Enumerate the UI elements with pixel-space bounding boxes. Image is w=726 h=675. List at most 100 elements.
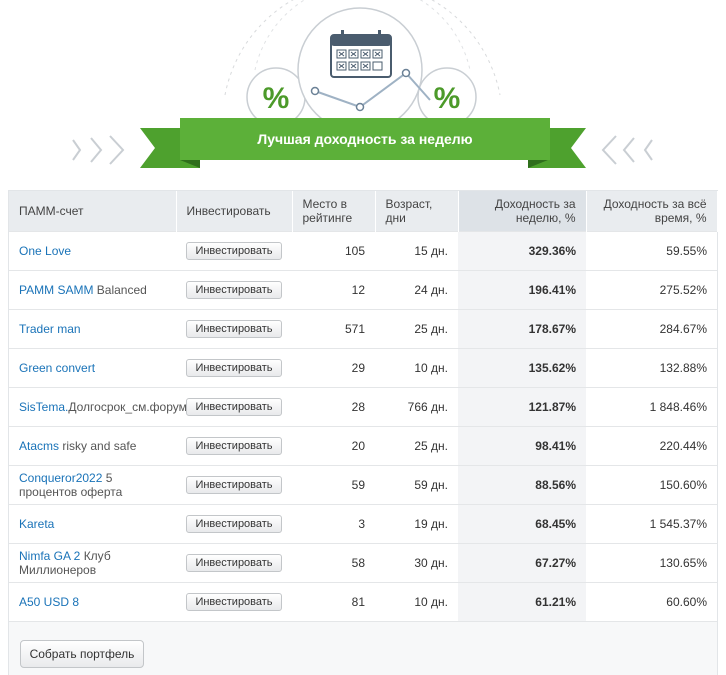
account-description: 5 процентов оферта [19,470,123,499]
header-rank[interactable]: Место в рейтинге [292,191,376,231]
invest-cell: Инвестировать [176,269,292,309]
table-row: Conqueror2022 5 процентов оферта Инвестир… [9,464,717,504]
invest-cell: Инвестировать [176,503,292,543]
account-link[interactable]: Green convert [19,360,96,375]
table-row: SisTema.Долгосрок_см.форум Инвестировать 2… [9,386,717,426]
total-return-cell: 132.88% [586,347,717,387]
invest-button[interactable]: Инвестировать [186,358,282,377]
invest-button[interactable]: Инвестировать [186,319,282,338]
account-description: Balanced [93,282,147,297]
header-total[interactable]: Доходность за всё время, % [586,191,718,231]
weekly-return-cell: 121.87% [458,386,586,426]
account-name-cell: Conqueror2022 5 процентов оферта [9,464,176,504]
invest-button[interactable]: Инвестировать [186,592,282,611]
invest-cell: Инвестировать [176,542,292,582]
account-description: Клуб Миллионеров [19,548,111,577]
account-link[interactable]: Nimfa GA 2 [19,548,81,563]
rank-cell: 81 [292,581,375,621]
age-cell: 10 дн. [375,347,458,387]
header-weekly[interactable]: Доходность за неделю, % [458,191,587,231]
total-return-cell: 284.67% [586,308,717,348]
age-cell: 766 дн. [375,386,458,426]
table-row: PAMM SAMM Balanced Инвестировать 12 24 дн. 1… [9,269,717,309]
rank-cell: 3 [292,503,375,543]
invest-cell: Инвестировать [176,464,292,504]
account-link[interactable]: SisTema. [19,399,69,414]
table-row: Kareta Инвестировать 3 19 дн. 68.45% 1 545.37… [9,503,717,543]
age-cell: 15 дн. [375,230,458,270]
invest-button[interactable]: Инвестировать [186,553,282,572]
total-return-cell: 150.60% [586,464,717,504]
build-portfolio-button[interactable]: Собрать портфель [20,640,144,668]
invest-button[interactable]: Инвестировать [186,436,282,455]
age-cell: 19 дн. [375,503,458,543]
table-row: Trader man Инвестировать 571 25 дн. 178.67% 2… [9,308,717,348]
table-footer: Собрать портфель [9,621,717,675]
account-link[interactable]: One Love [19,243,72,258]
table-row: Green convert Инвестировать 29 10 дн. 135.62… [9,347,717,387]
table-row: Nimfa GA 2 Клуб Миллионеров Инвестировать… [9,542,717,582]
invest-button[interactable]: Инвестировать [186,280,282,299]
invest-cell: Инвестировать [176,347,292,387]
account-link[interactable]: PAMM SAMM [19,282,94,297]
weekly-return-cell: 329.36% [458,230,586,270]
header-account: ПАММ-счет [9,191,177,231]
weekly-return-cell: 196.41% [458,269,586,309]
account-name-cell: Kareta [9,503,176,543]
rank-cell: 571 [292,308,375,348]
header-invest: Инвестировать [176,191,293,231]
total-return-cell: 1 545.37% [586,503,717,543]
weekly-return-cell: 98.41% [458,425,586,465]
header-age[interactable]: Возраст, дни [375,191,459,231]
weekly-return-cell: 178.67% [458,308,586,348]
age-cell: 30 дн. [375,542,458,582]
weekly-return-cell: 135.62% [458,347,586,387]
table-row: A50 USD 8 Инвестировать 81 10 дн. 61.21% 60.6… [9,581,717,621]
account-name-cell: SisTema.Долгосрок_см.форум [9,386,187,426]
account-description: risky and safe [59,438,137,453]
rank-cell: 12 [292,269,375,309]
banner-title: Лучшая доходность за неделю [257,131,473,147]
account-link[interactable]: Trader man [19,321,81,336]
rank-cell: 20 [292,425,375,465]
pamm-table: ПАММ-счет Инвестировать Место в рейтинге… [9,191,718,621]
table-row: One Love Инвестировать 105 15 дн. 329.36% 59.… [9,230,717,270]
age-cell: 59 дн. [375,464,458,504]
account-description: Долгосрок_см.форум [68,399,187,414]
account-link[interactable]: Conqueror2022 [19,470,103,485]
rank-cell: 59 [292,464,375,504]
invest-cell: Инвестировать [176,386,292,426]
account-name-cell: One Love [9,230,176,270]
weekly-return-cell: 68.45% [458,503,586,543]
age-cell: 25 дн. [375,308,458,348]
pamm-table-container: ПАММ-счет Инвестировать Место в рейтинге… [8,190,718,675]
invest-button[interactable]: Инвестировать [186,514,282,533]
account-link[interactable]: A50 USD 8 [19,594,80,609]
invest-button[interactable]: Инвестировать [186,475,282,494]
invest-cell: Инвестировать [176,425,292,465]
table-row: Atacms risky and safe Инвестировать 20 25 д… [9,425,717,465]
invest-cell: Инвестировать [176,581,292,621]
account-name-cell: PAMM SAMM Balanced [9,269,176,309]
account-name-cell: Green convert [9,347,176,387]
percent-left-icon: % [263,82,290,115]
invest-button[interactable]: Инвестировать [186,397,282,416]
total-return-cell: 130.65% [586,542,717,582]
invest-cell: Инвестировать [176,230,292,270]
account-name-cell: Atacms risky and safe [9,425,176,465]
total-return-cell: 1 848.46% [586,386,717,426]
account-link[interactable]: Kareta [19,516,55,531]
total-return-cell: 220.44% [586,425,717,465]
account-name-cell: Trader man [9,308,176,348]
weekly-return-cell: 67.27% [458,542,586,582]
total-return-cell: 59.55% [586,230,717,270]
invest-cell: Инвестировать [176,308,292,348]
total-return-cell: 60.60% [586,581,717,621]
account-name-cell: A50 USD 8 [9,581,176,621]
account-link[interactable]: Atacms [19,438,60,453]
table-header-row: ПАММ-счет Инвестировать Место в рейтинге… [9,191,718,231]
invest-button[interactable]: Инвестировать [186,241,282,260]
banner-illustration: % % [72,0,653,168]
account-name-cell: Nimfa GA 2 Клуб Миллионеров [9,542,176,582]
chevrons-left-icon [601,135,653,165]
